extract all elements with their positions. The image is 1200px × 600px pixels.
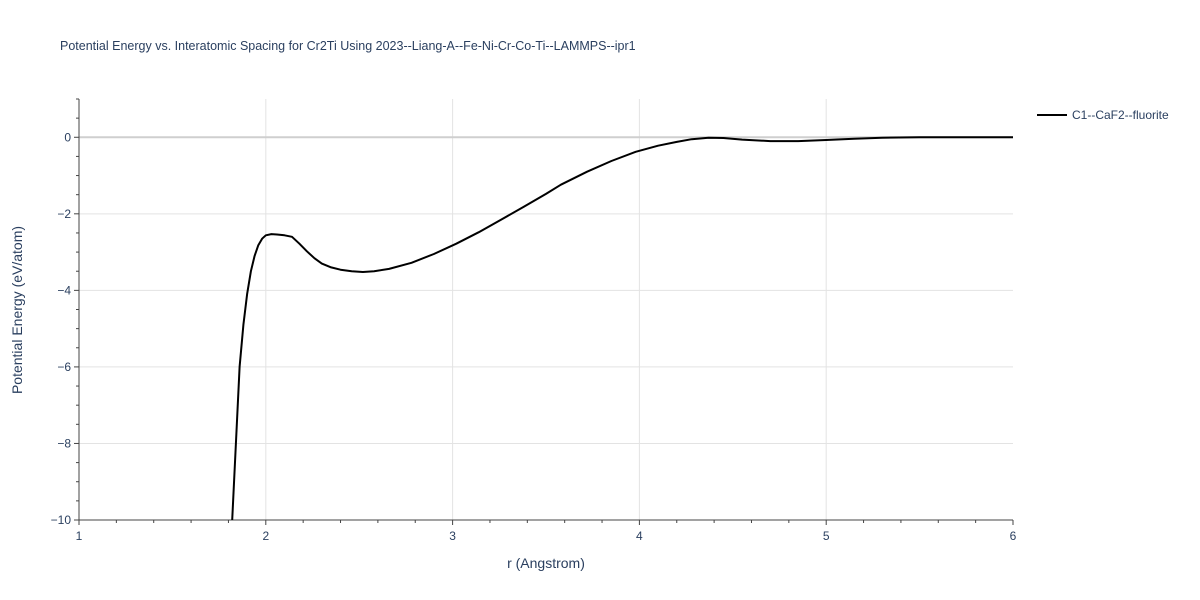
- x-tick-label: 3: [449, 529, 456, 543]
- grid: [79, 99, 1013, 520]
- axes: [74, 98, 1014, 525]
- y-tick-label: −8: [57, 436, 71, 450]
- x-axis-title: r (Angstrom): [507, 555, 585, 571]
- y-tick-label: −10: [51, 513, 72, 527]
- y-axis-ticks: 0 −2 −4 −6 −8 −10: [51, 130, 72, 527]
- plot-area: [231, 136, 1013, 521]
- y-axis-title: Potential Energy (eV/atom): [9, 226, 25, 394]
- x-tick-label: 2: [262, 529, 269, 543]
- legend: C1--CaF2--fluorite: [1037, 108, 1169, 122]
- y-tick-label: 0: [64, 130, 71, 144]
- y-tick-label: −4: [57, 283, 71, 297]
- x-tick-label: 1: [76, 529, 83, 543]
- x-tick-label: 4: [636, 529, 643, 543]
- legend-label: C1--CaF2--fluorite: [1072, 108, 1169, 122]
- x-axis-ticks: 1 2 3 4 5 6: [76, 529, 1017, 543]
- y-tick-label: −2: [57, 207, 71, 221]
- x-tick-label: 6: [1010, 529, 1017, 543]
- series-line: [231, 136, 1013, 521]
- chart-title: Potential Energy vs. Interatomic Spacing…: [60, 39, 636, 53]
- y-tick-label: −6: [57, 360, 71, 374]
- x-tick-label: 5: [823, 529, 830, 543]
